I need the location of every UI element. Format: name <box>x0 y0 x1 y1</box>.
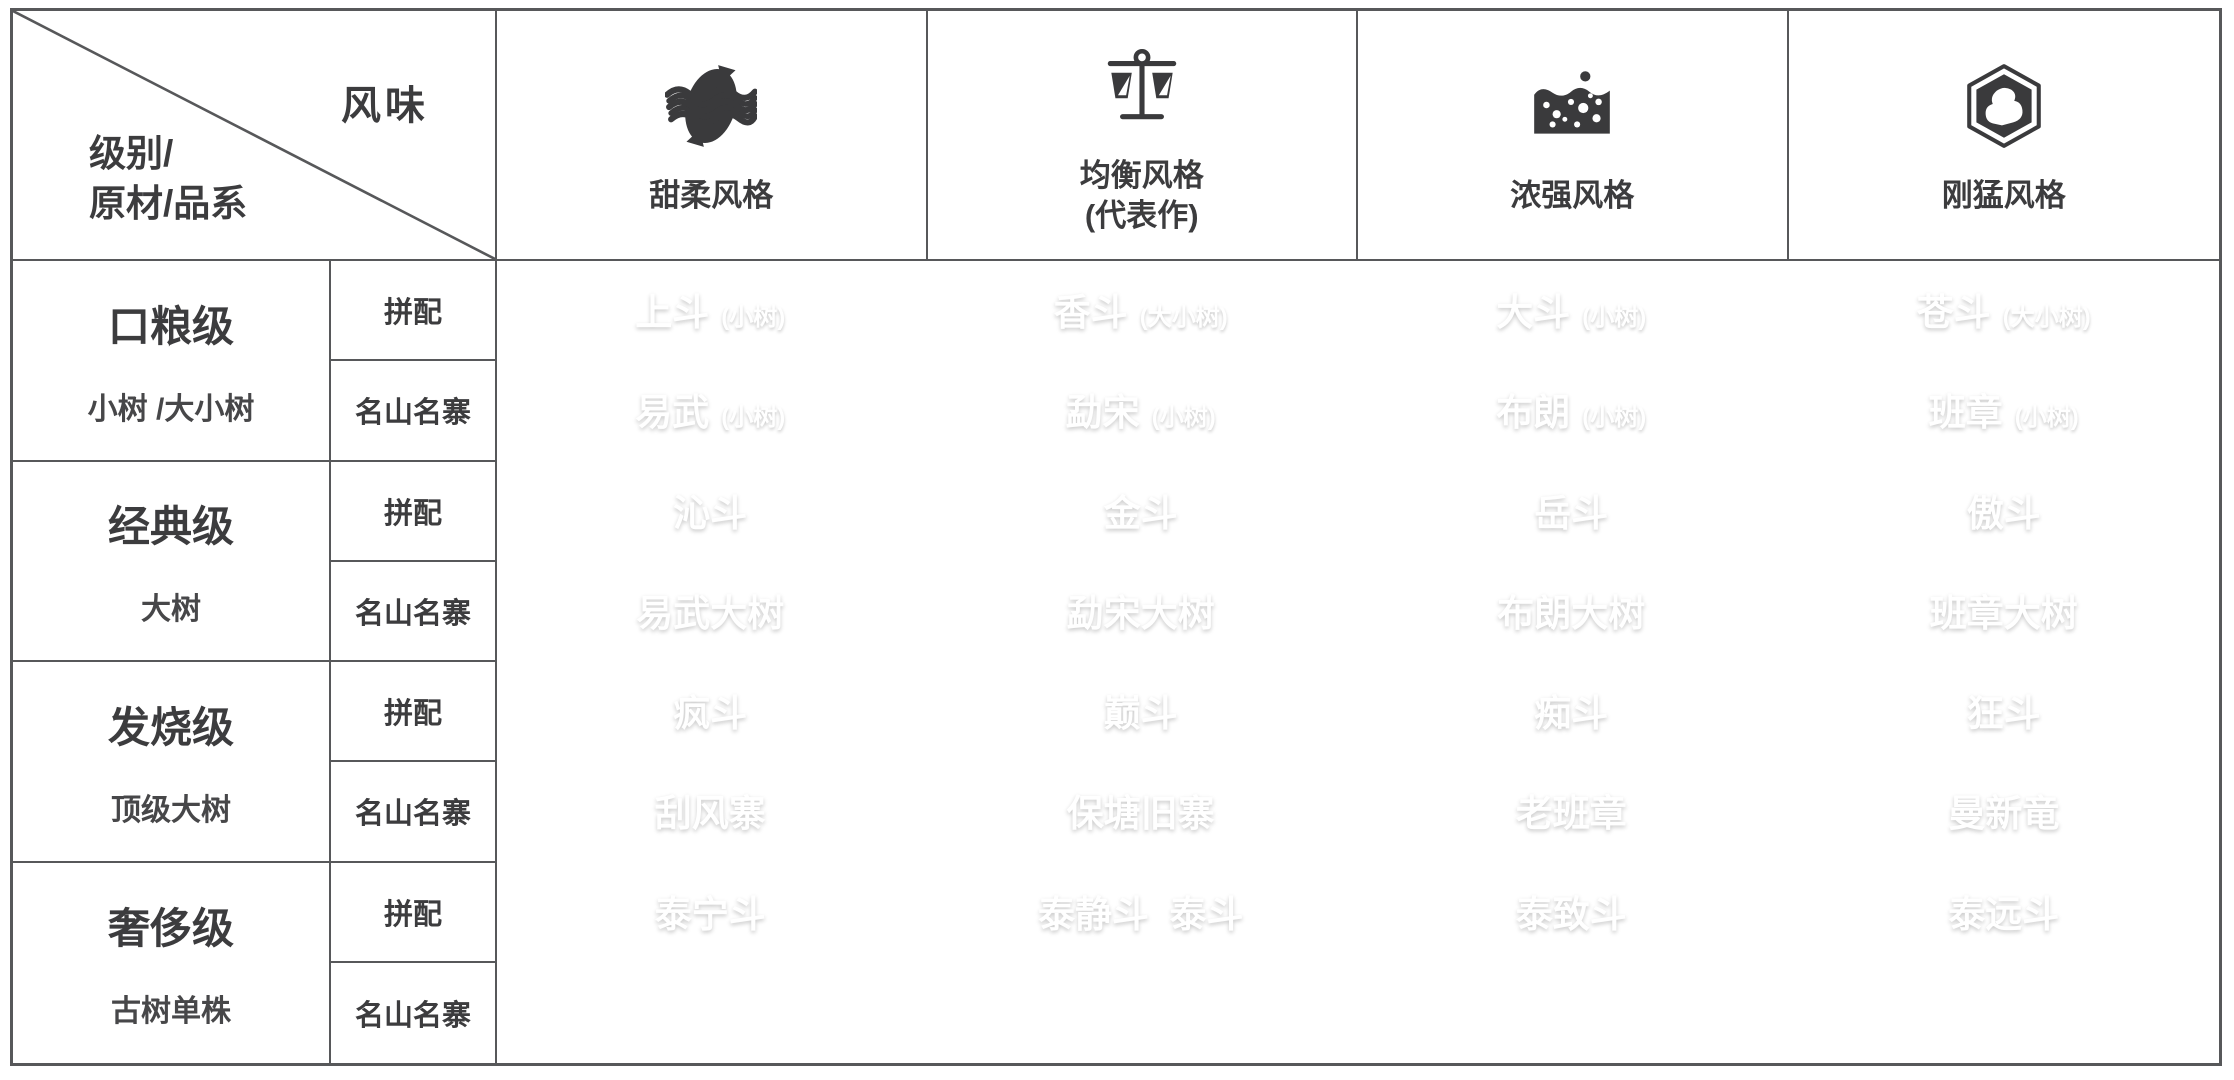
group-subtitle: 古树单株 <box>111 995 231 1029</box>
cell-luxury-village-balanced <box>928 962 1358 1063</box>
row-label-blend: 拼配 <box>331 862 497 963</box>
cell-classic-blend-balanced: 金斗 <box>927 461 1358 562</box>
cell-luxury-village-sweet <box>497 962 928 1063</box>
group-name: 奢侈级 <box>107 905 234 953</box>
cell-daily-village-sweet: 易武 (小树) <box>497 361 928 462</box>
diagonal-divider-line <box>13 11 495 259</box>
corner-header-cell: 风味 级别/ 原材/品系 <box>13 11 497 261</box>
corner-grade-label: 级别/ 原材/品系 <box>89 129 247 229</box>
cell-luxury-village-strong <box>1358 962 1789 1063</box>
column-header-fierce: 刚猛风格 <box>1788 11 2219 261</box>
cell-daily-blend-balanced: 香斗 (大小树) <box>927 261 1358 362</box>
cell-daily-blend-sweet: 上斗 (小树) <box>497 261 928 362</box>
cell-daily-blend-strong: 大斗 (小树) <box>1358 261 1789 362</box>
column-header-balanced: 均衡风格 (代表作) <box>927 11 1358 261</box>
group-label-luxury: 奢侈级 古树单株 <box>13 862 331 1063</box>
muscle-hexagon-icon <box>1966 63 2041 148</box>
cell-daily-blend-fierce: 苍斗 (大小树) <box>1788 261 2219 362</box>
cell-classic-blend-strong: 岳斗 <box>1358 461 1789 562</box>
corner-grade-line1: 级别/ <box>89 133 174 175</box>
cell-enthusiast-village-strong: 老班章 <box>1358 762 1789 863</box>
cell-classic-village-fierce: 班章大树 <box>1788 562 2219 662</box>
cell-enthusiast-blend-balanced: 巅斗 <box>927 662 1358 763</box>
group-name: 口粮级 <box>107 302 234 350</box>
column-sublabel-balanced: (代表作) <box>1084 198 1199 233</box>
cell-luxury-blend-sweet: 泰宁斗 <box>497 862 928 963</box>
column-header-sweet: 甜柔风格 <box>497 11 928 261</box>
cell-enthusiast-village-fierce: 曼新竜 <box>1788 762 2219 863</box>
group-label-enthusiast: 发烧级 顶级大树 <box>13 662 331 863</box>
row-label-blend: 拼配 <box>331 261 497 362</box>
row-label-village: 名山名寨 <box>331 962 497 1063</box>
row-label-village: 名山名寨 <box>331 361 497 462</box>
corner-flavor-label: 风味 <box>341 84 429 128</box>
group-name: 经典级 <box>107 503 234 551</box>
flavor-grade-matrix-table: 风味 级别/ 原材/品系 甜柔风格 <box>10 8 2222 1066</box>
cell-enthusiast-village-sweet: 刮风寨 <box>497 762 928 863</box>
column-label-fierce: 刚猛风格 <box>1941 177 2066 213</box>
cell-daily-village-fierce: 班章 (小树) <box>1788 361 2219 462</box>
row-label-village: 名山名寨 <box>331 762 497 863</box>
cell-enthusiast-blend-sweet: 疯斗 <box>497 662 928 763</box>
group-label-classic: 经典级 大树 <box>13 461 331 662</box>
corner-grade-line2: 原材/品系 <box>89 183 248 225</box>
row-label-village: 名山名寨 <box>331 561 497 662</box>
cell-luxury-blend-strong: 泰致斗 <box>1358 862 1789 963</box>
cell-classic-village-balanced: 勐宋大树 <box>927 561 1358 662</box>
group-name: 发烧级 <box>107 703 234 751</box>
silk-wave-icon <box>665 64 758 147</box>
column-label-strong: 浓强风格 <box>1510 177 1635 213</box>
sponge-icon <box>1534 71 1611 134</box>
cell-luxury-blend-balanced: 泰静斗 泰斗 <box>927 862 1358 963</box>
column-label-sweet: 甜柔风格 <box>649 177 774 213</box>
group-subtitle: 大树 <box>141 593 201 627</box>
cell-luxury-village-fierce <box>1789 963 2220 1063</box>
cell-classic-village-sweet: 易武大树 <box>497 561 928 662</box>
cell-enthusiast-blend-fierce: 狂斗 <box>1788 662 2219 763</box>
cell-classic-blend-sweet: 沁斗 <box>497 461 928 562</box>
column-header-strong: 浓强风格 <box>1358 11 1789 261</box>
cell-luxury-blend-fierce: 泰远斗 <box>1788 863 2219 963</box>
balance-scale-icon <box>1107 48 1176 119</box>
cell-classic-village-strong: 布朗大树 <box>1358 561 1789 662</box>
cell-enthusiast-blend-strong: 痴斗 <box>1358 662 1789 763</box>
cell-classic-blend-fierce: 傲斗 <box>1788 462 2219 562</box>
group-subtitle: 小树 /大小树 <box>87 392 255 426</box>
row-label-blend: 拼配 <box>331 662 497 763</box>
group-label-daily: 口粮级 小树 /大小树 <box>13 261 331 462</box>
row-label-blend: 拼配 <box>331 461 497 562</box>
group-subtitle: 顶级大树 <box>111 793 231 827</box>
cell-daily-village-balanced: 勐宋 (小树) <box>927 361 1358 462</box>
cell-daily-village-strong: 布朗 (小树) <box>1358 361 1789 462</box>
cell-enthusiast-village-balanced: 保塘旧寨 <box>927 762 1358 863</box>
column-label-balanced: 均衡风格 <box>1079 157 1204 193</box>
